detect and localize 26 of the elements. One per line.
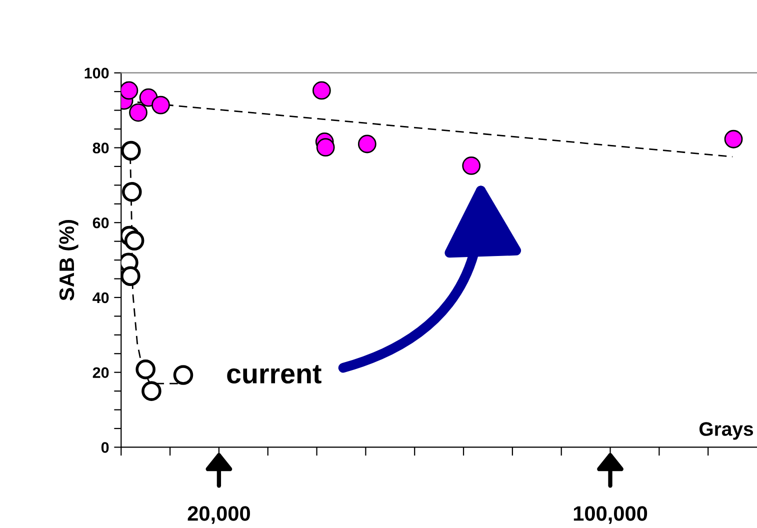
y-tick-label: 100 xyxy=(84,68,109,79)
point xyxy=(462,156,481,175)
x-tick-label: 100,000 xyxy=(574,506,648,524)
y-axis-title: SAB (%) xyxy=(58,220,78,301)
annotation: current xyxy=(227,365,322,384)
point xyxy=(121,140,141,161)
y-tick-label: 60 xyxy=(92,217,109,228)
point xyxy=(124,230,144,250)
point xyxy=(136,359,156,380)
point xyxy=(312,81,331,100)
point xyxy=(121,266,140,286)
point xyxy=(724,130,743,148)
point xyxy=(142,381,162,401)
y-tick-label: 20 xyxy=(92,367,109,378)
point xyxy=(358,134,376,154)
y-tick-label: 0 xyxy=(101,442,109,453)
y-tick-label: 80 xyxy=(92,142,109,154)
point xyxy=(152,96,170,114)
y-tick-label: 40 xyxy=(92,292,109,304)
point xyxy=(173,365,194,385)
point xyxy=(129,103,148,122)
point xyxy=(316,138,335,157)
point xyxy=(122,182,142,202)
x-axis-title: Grays xyxy=(699,422,754,440)
point xyxy=(121,81,138,100)
x-tick-label: 20,000 xyxy=(188,506,250,524)
